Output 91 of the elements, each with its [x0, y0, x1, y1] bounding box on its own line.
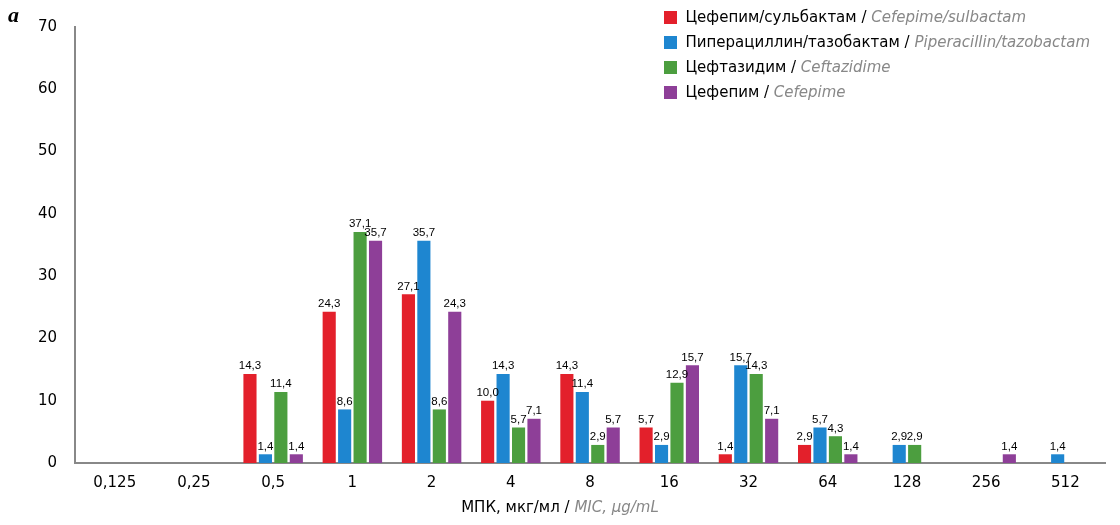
data-label: 15,7 [681, 350, 704, 363]
bar [322, 311, 336, 463]
data-label: 14,3 [555, 359, 579, 372]
data-label: 7,1 [763, 404, 780, 417]
bar [338, 409, 352, 463]
x-tick-label: 1 [347, 472, 358, 491]
x-tick-label: 8 [585, 472, 595, 491]
data-label: 1,4 [842, 439, 860, 452]
data-label: 2,9 [653, 430, 670, 443]
data-label: 7,1 [525, 404, 542, 417]
x-tick-label: 128 [892, 472, 922, 491]
text: a [8, 2, 19, 28]
data-label: 2,9 [906, 430, 923, 443]
bar [908, 444, 922, 463]
x-tick-label: 0,25 [177, 472, 211, 491]
x-tick-label: 0,125 [93, 472, 137, 491]
data-label: 1,4 [1049, 439, 1067, 452]
x-tick-label: 512 [1051, 472, 1080, 491]
x-tick-label: 32 [738, 472, 759, 491]
data-label: 8,6 [431, 394, 448, 407]
bar [606, 427, 620, 463]
x-tick-label: 256 [971, 472, 1001, 491]
data-label: 5,7 [510, 412, 527, 425]
bar [560, 373, 574, 463]
data-label: 2,9 [891, 430, 908, 443]
y-tick-label: 20 [37, 328, 58, 347]
legend-label: Цефтазидим / Ceftazidime [685, 58, 891, 76]
data-label: 35,7 [364, 226, 387, 239]
x-axis-title: МПК, мкг/мл / MIC, μg/mL [460, 498, 660, 516]
data-label: 15,7 [729, 350, 752, 363]
bar [734, 365, 748, 463]
bar [401, 294, 415, 463]
data-label: 14,3 [491, 359, 515, 372]
x-tick-label: 4 [506, 472, 516, 491]
data-label: 2,9 [589, 430, 606, 443]
bar [639, 427, 653, 463]
data-label: 4,3 [827, 421, 844, 434]
bar [258, 454, 272, 463]
bar [654, 444, 669, 463]
y-tick-label: 10 [37, 390, 58, 409]
bar [417, 240, 431, 463]
legend-label: Цефепим / Cefepime [685, 83, 846, 101]
y-tick-label: 30 [37, 266, 58, 285]
bar [828, 436, 843, 463]
bar [511, 427, 526, 463]
data-label: 2,9 [796, 430, 813, 443]
data-label: 11,4 [270, 377, 293, 390]
bar [448, 311, 462, 463]
bar [670, 382, 684, 463]
bar [813, 427, 827, 463]
data-label: 5,7 [811, 412, 828, 425]
data-label: 8,6 [336, 394, 353, 407]
y-tick-label: 70 [37, 16, 58, 35]
bar [797, 444, 812, 463]
data-label: 35,7 [412, 226, 436, 239]
data-label: 5,7 [638, 412, 655, 425]
legend-label: Пиперациллин/тазобактам / Piperacillin/tazobactam [685, 33, 1090, 51]
bar [1051, 454, 1065, 463]
bar [481, 400, 495, 463]
data-label: 1,4 [1001, 439, 1018, 452]
bar [432, 409, 446, 463]
bar [718, 454, 732, 463]
bar [765, 418, 779, 463]
bar [892, 444, 906, 463]
y-tick-label: 40 [37, 203, 58, 222]
y-tick-label: 50 [37, 141, 58, 160]
bar [368, 240, 383, 463]
x-tick-label: 2 [426, 472, 437, 491]
x-tick-label: 16 [659, 472, 679, 491]
bar [844, 454, 858, 463]
data-label: 24,3 [443, 297, 466, 310]
bar [353, 231, 367, 463]
bar [749, 373, 763, 463]
bar [575, 391, 589, 463]
bar [289, 454, 303, 463]
bar [1002, 454, 1016, 463]
bar [527, 418, 541, 463]
data-label: 1,4 [257, 439, 275, 452]
data-label: 1,4 [717, 439, 734, 452]
data-label: 14,3 [238, 359, 262, 372]
data-label: 1,4 [288, 439, 305, 452]
y-tick-label: 60 [37, 79, 58, 98]
y-tick-label: 0 [47, 452, 58, 471]
data-label: 24,3 [318, 297, 341, 310]
bar [591, 444, 605, 463]
bar [243, 373, 257, 463]
x-tick-label: 0,5 [261, 472, 286, 491]
data-label: 5,7 [605, 412, 622, 425]
bar [274, 391, 288, 463]
legend-label: Цефепим/сульбактам / Cefepime/sulbactam [685, 8, 1027, 26]
x-tick-label: 64 [818, 472, 838, 491]
